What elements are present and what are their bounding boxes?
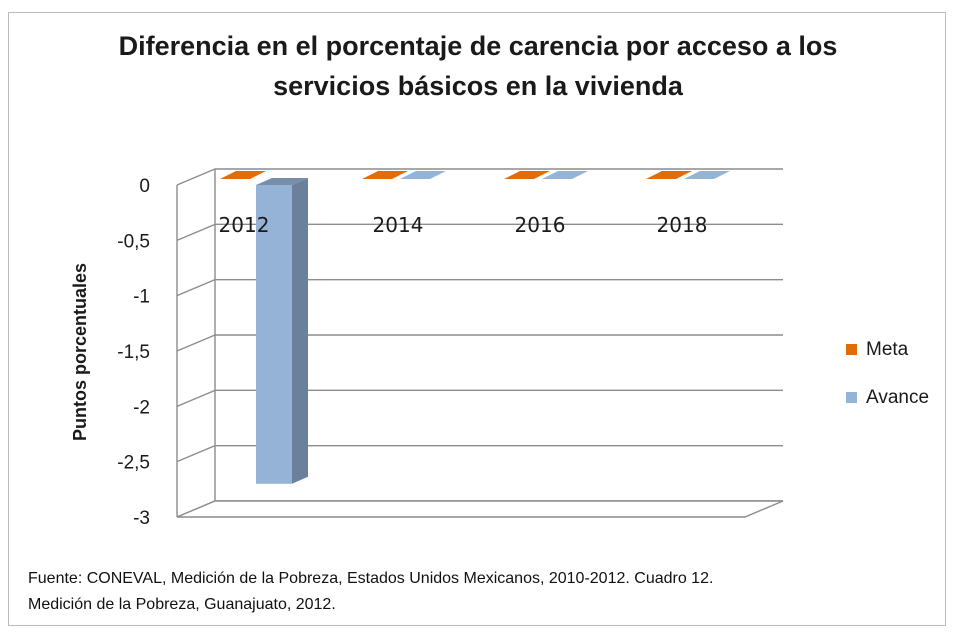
bar-meta-2012 xyxy=(220,171,266,179)
gridline-side xyxy=(177,390,215,406)
source-note: Fuente: CONEVAL, Medición de la Pobreza,… xyxy=(28,566,713,618)
gridline-side xyxy=(177,335,215,351)
gridline-side xyxy=(177,280,215,296)
x-tick-label: 2016 xyxy=(515,213,566,237)
bar-meta-2014 xyxy=(362,171,408,179)
y-tick-label: -1 xyxy=(133,287,150,308)
x-tick-label: 2012 xyxy=(219,213,270,237)
gridline-side xyxy=(177,224,215,240)
legend-swatch-avance xyxy=(846,392,857,403)
bar-meta-2016 xyxy=(504,171,550,179)
bar-avance-2014 xyxy=(400,171,446,179)
y-tick-label: 0 xyxy=(139,176,150,197)
y-tick-label: -0,5 xyxy=(117,231,150,252)
legend-label-avance: Avance xyxy=(866,387,929,408)
legend-swatch-meta xyxy=(846,344,857,355)
y-axis-label: Puntos porcentuales xyxy=(70,263,90,441)
plot-floor xyxy=(177,501,783,517)
source-line-2: Medición de la Pobreza, Guanajuato, 2012… xyxy=(28,592,713,618)
bar-avance-2018 xyxy=(684,171,730,179)
bar-avance-2016 xyxy=(542,171,588,179)
x-tick-label: 2014 xyxy=(373,213,424,237)
y-tick-label: -1,5 xyxy=(117,342,150,363)
bar-meta-2018 xyxy=(646,171,692,179)
x-tick-label: 2018 xyxy=(657,213,708,237)
gridline-side xyxy=(177,169,215,185)
bar-side xyxy=(292,178,308,484)
legend-label-meta: Meta xyxy=(866,339,909,360)
gridline-side xyxy=(177,446,215,462)
y-tick-label: -2 xyxy=(133,397,150,418)
y-tick-label: -3 xyxy=(133,508,150,529)
source-line-1: Fuente: CONEVAL, Medición de la Pobreza,… xyxy=(28,566,713,592)
y-tick-label: -2,5 xyxy=(117,453,150,474)
